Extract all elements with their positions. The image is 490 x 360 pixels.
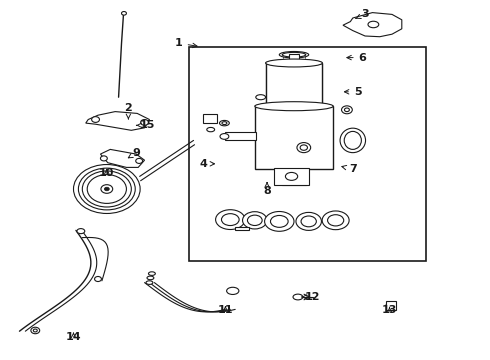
Ellipse shape	[147, 276, 154, 280]
Ellipse shape	[255, 102, 333, 111]
Bar	[203, 114, 217, 123]
Text: 2: 2	[124, 103, 132, 119]
Ellipse shape	[386, 302, 396, 309]
Ellipse shape	[247, 215, 262, 225]
Ellipse shape	[122, 12, 126, 15]
Ellipse shape	[301, 216, 317, 227]
Ellipse shape	[344, 131, 361, 149]
Ellipse shape	[344, 108, 349, 112]
Ellipse shape	[342, 106, 352, 114]
Text: 8: 8	[263, 183, 271, 196]
Ellipse shape	[266, 59, 322, 67]
Ellipse shape	[74, 165, 140, 213]
Text: 4: 4	[199, 159, 215, 169]
Ellipse shape	[95, 276, 101, 282]
Ellipse shape	[296, 212, 321, 230]
Bar	[235, 227, 249, 230]
Ellipse shape	[216, 210, 245, 230]
Ellipse shape	[270, 215, 288, 228]
Ellipse shape	[285, 172, 297, 180]
Ellipse shape	[300, 145, 308, 150]
Ellipse shape	[100, 156, 107, 161]
Ellipse shape	[265, 211, 294, 231]
Ellipse shape	[221, 213, 239, 225]
Text: 14: 14	[66, 332, 81, 342]
Ellipse shape	[368, 21, 379, 28]
Bar	[189, 47, 426, 261]
Bar	[386, 301, 396, 310]
Bar	[274, 168, 309, 185]
Text: 11: 11	[218, 305, 233, 315]
Ellipse shape	[256, 95, 266, 100]
Ellipse shape	[136, 158, 143, 163]
Ellipse shape	[297, 143, 311, 153]
Bar	[255, 106, 333, 169]
Ellipse shape	[87, 175, 126, 203]
Text: 6: 6	[347, 53, 367, 63]
Bar	[289, 54, 299, 65]
Text: 7: 7	[342, 164, 357, 174]
Ellipse shape	[148, 272, 155, 275]
Ellipse shape	[226, 287, 239, 294]
Ellipse shape	[78, 168, 135, 210]
Ellipse shape	[77, 229, 85, 234]
Ellipse shape	[146, 281, 153, 284]
Text: 1: 1	[175, 38, 197, 48]
Ellipse shape	[282, 53, 306, 57]
Ellipse shape	[220, 134, 229, 139]
Bar	[225, 132, 256, 140]
Ellipse shape	[104, 187, 109, 191]
Ellipse shape	[220, 120, 229, 126]
Ellipse shape	[328, 215, 344, 226]
Text: 13: 13	[382, 305, 397, 315]
Ellipse shape	[101, 185, 113, 193]
Ellipse shape	[322, 211, 349, 230]
Text: 9: 9	[128, 148, 140, 158]
Ellipse shape	[31, 327, 40, 334]
Text: 12: 12	[302, 292, 320, 302]
Bar	[266, 63, 322, 108]
Ellipse shape	[82, 171, 131, 207]
Polygon shape	[100, 149, 145, 167]
Ellipse shape	[222, 122, 227, 125]
Polygon shape	[86, 112, 149, 130]
Text: 5: 5	[344, 87, 362, 97]
Text: 3: 3	[356, 9, 369, 19]
Text: 15: 15	[137, 120, 155, 130]
Ellipse shape	[293, 294, 303, 300]
Ellipse shape	[243, 212, 267, 229]
Text: 10: 10	[99, 168, 115, 178]
Ellipse shape	[141, 120, 148, 125]
Ellipse shape	[279, 51, 309, 58]
Polygon shape	[343, 13, 402, 37]
Ellipse shape	[389, 303, 393, 307]
Ellipse shape	[266, 104, 322, 112]
Ellipse shape	[33, 329, 37, 332]
Ellipse shape	[207, 127, 215, 132]
Ellipse shape	[340, 128, 366, 153]
Ellipse shape	[92, 117, 99, 122]
